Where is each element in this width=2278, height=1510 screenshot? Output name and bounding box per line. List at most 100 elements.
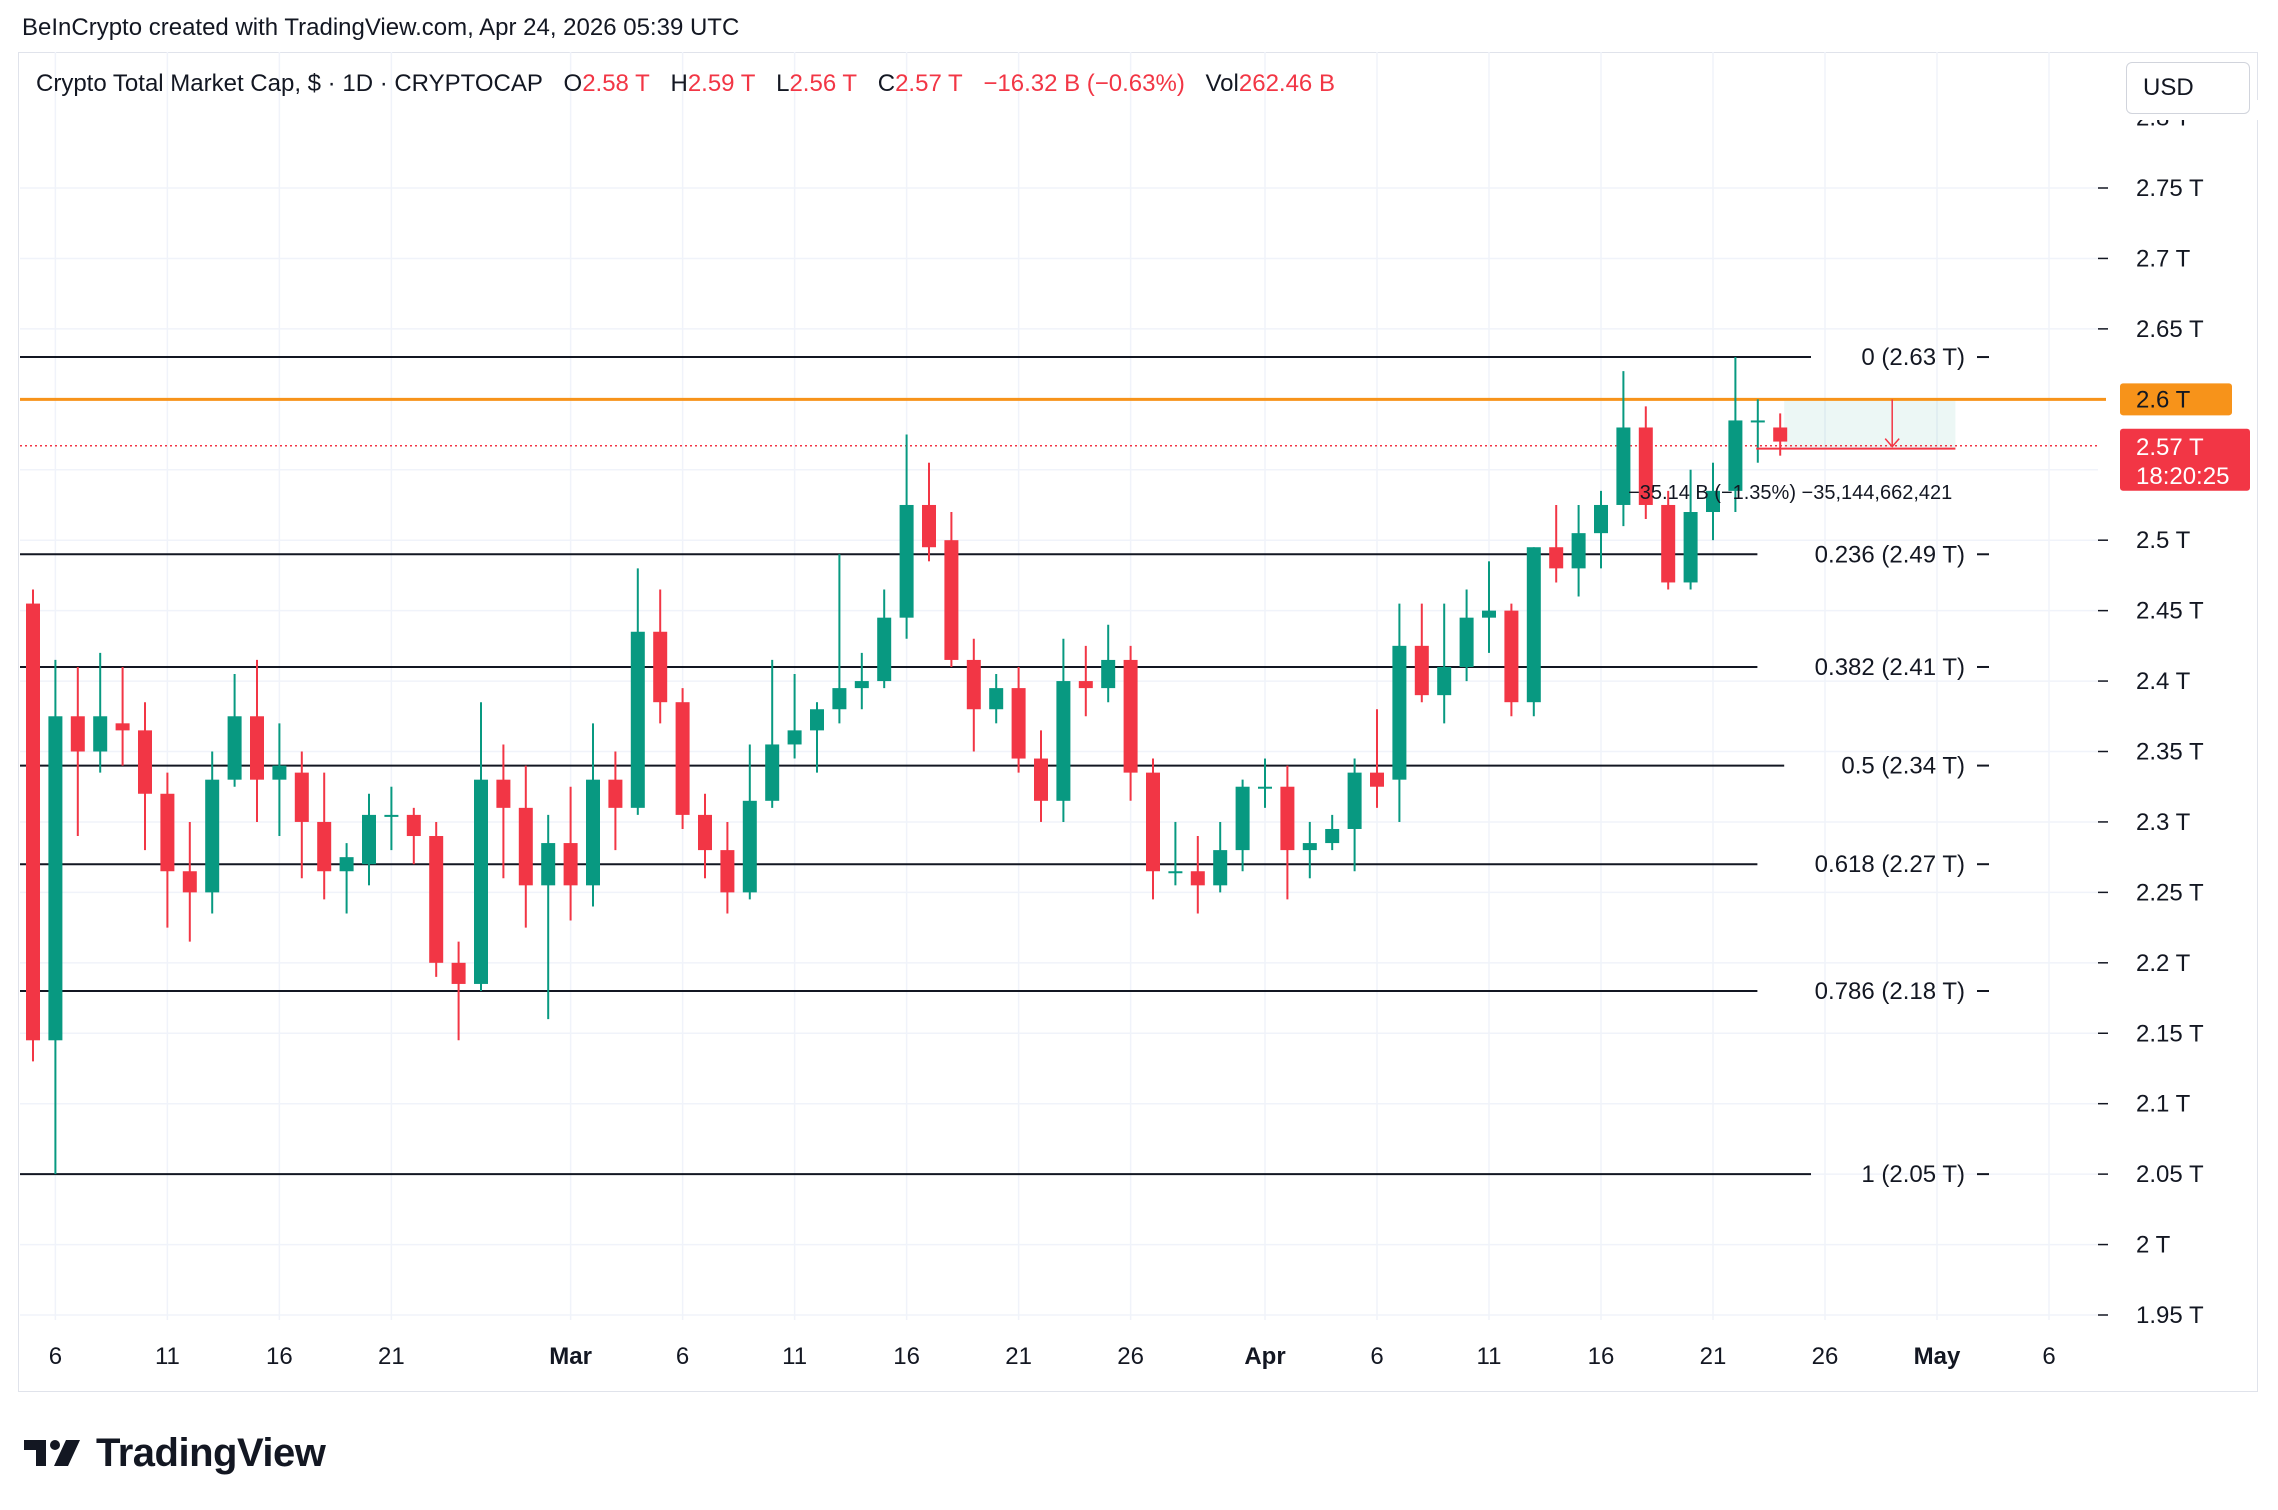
candle-body: [451, 962, 466, 984]
x-axis-label: 16: [893, 1343, 920, 1370]
candle-body: [1750, 420, 1765, 423]
candle-body: [1661, 504, 1676, 583]
legend-open-label: O: [563, 70, 583, 97]
y-axis-label: 2.35 T: [2136, 739, 2204, 766]
candle-body: [1526, 547, 1541, 703]
candle-body: [563, 843, 578, 886]
y-axis-label: 1.95 T: [2136, 1302, 2204, 1329]
x-axis-label: 26: [1117, 1343, 1144, 1370]
x-axis-label: May: [1914, 1343, 1961, 1370]
fib-level-label: 0.382 (2.41 T): [1815, 654, 1965, 681]
legend-close-value: 2.57 T: [895, 70, 963, 97]
candle-body: [1034, 758, 1048, 801]
candle-body: [227, 716, 242, 780]
candle-body: [1549, 547, 1564, 569]
candle-body: [1146, 772, 1160, 872]
candle-body: [1168, 871, 1183, 874]
x-axis-label: 16: [1588, 1343, 1615, 1370]
candle-body: [496, 779, 511, 808]
y-axis-label: 2.15 T: [2136, 1020, 2204, 1047]
fib-level-label: 0.236 (2.49 T): [1815, 541, 1965, 568]
candle-body: [854, 681, 869, 689]
x-axis-label: 6: [676, 1343, 689, 1370]
candle-body: [138, 730, 152, 794]
fib-level-label: 0 (2.63 T): [1861, 344, 1965, 371]
legend-low-label: L: [776, 70, 790, 97]
y-axis-label: 2.2 T: [2136, 950, 2191, 977]
x-axis-label: Apr: [1244, 1343, 1285, 1370]
candle-body: [1571, 533, 1586, 569]
candle-body: [653, 631, 668, 703]
candle-body: [675, 702, 690, 815]
candle-body: [1056, 681, 1071, 801]
candle-body: [742, 800, 757, 893]
candle-body: [1370, 772, 1384, 787]
y-axis-label: 2.3 T: [2136, 809, 2191, 836]
fib-level-label: 1 (2.05 T): [1861, 1161, 1965, 1188]
candle-body: [1235, 786, 1250, 851]
candle-body: [1683, 512, 1698, 583]
fib-level-label: 0.5 (2.34 T): [1841, 753, 1965, 780]
candle-body: [1706, 490, 1720, 513]
candle-body: [922, 504, 936, 548]
y-axis-label: 2.5 T: [2136, 527, 2191, 554]
y-axis-label: 2.75 T: [2136, 175, 2204, 202]
legend-low-value: 2.56 T: [789, 70, 858, 97]
candle-body: [1392, 645, 1407, 780]
candle-body: [1011, 688, 1026, 759]
candle-body: [1190, 871, 1205, 886]
projection-arrow-head: [1884, 438, 1900, 448]
candle-body: [787, 730, 802, 745]
candle-body: [810, 709, 824, 731]
chart-frame: [18, 52, 2258, 1392]
candle-body: [429, 836, 444, 963]
legend-high-value: 2.59 T: [687, 70, 756, 97]
tradingview-logo[interactable]: TradingView: [24, 1430, 326, 1476]
legend-open-value: 2.58 T: [582, 70, 650, 97]
candle-body: [384, 814, 399, 817]
candle-body: [1594, 504, 1608, 534]
candle-body: [339, 857, 354, 872]
x-axis-label: 11: [782, 1343, 807, 1370]
candle-body: [294, 772, 309, 822]
y-axis-label: 2 T: [2136, 1232, 2171, 1259]
candle-body: [1325, 828, 1340, 844]
symbol-legend: Crypto Total Market Cap, $ · 1D · CRYPTO…: [36, 70, 1335, 98]
currency-button[interactable]: USD: [2126, 62, 2250, 114]
candle-body: [1728, 420, 1743, 491]
candle-body: [1078, 681, 1093, 689]
tradingview-logo-icon: [24, 1440, 80, 1466]
candle-body: [272, 765, 287, 780]
x-axis-label: 21: [1005, 1343, 1032, 1370]
resistance-price-tag-label: 2.6 T: [2136, 386, 2191, 413]
tradingview-logo-text: TradingView: [96, 1430, 326, 1475]
candle-body: [989, 688, 1004, 710]
x-axis-label: 21: [1700, 1343, 1727, 1370]
x-axis-label: 11: [155, 1343, 180, 1370]
candle-body: [1123, 659, 1138, 773]
legend-high-label: H: [670, 70, 688, 97]
candle-body: [832, 688, 847, 710]
candle-body: [1437, 666, 1452, 696]
candle-body: [406, 814, 421, 837]
legend-volume-value: 262.46 B: [1238, 70, 1335, 97]
x-axis-label: 11: [1477, 1343, 1502, 1370]
y-axis-label: 2.1 T: [2136, 1091, 2191, 1118]
y-axis-label: 2.7 T: [2136, 245, 2191, 272]
candle-body: [205, 779, 220, 893]
legend-change: −16.32 B (−0.63%): [983, 70, 1185, 97]
candle-body: [70, 716, 85, 752]
candle-body: [1504, 610, 1519, 703]
candle-body: [48, 716, 63, 1041]
candle-body: [362, 814, 376, 865]
candle-body: [518, 807, 533, 886]
x-axis-label: 16: [266, 1343, 293, 1370]
candle-body: [1482, 610, 1496, 618]
candle-body: [160, 793, 175, 872]
x-axis-label: 26: [1812, 1343, 1839, 1370]
resistance-price-tag: [2120, 383, 2232, 416]
legend-volume-label: Vol: [1205, 70, 1239, 97]
candle-body: [541, 843, 556, 886]
current-price-tag: [2120, 428, 2250, 491]
